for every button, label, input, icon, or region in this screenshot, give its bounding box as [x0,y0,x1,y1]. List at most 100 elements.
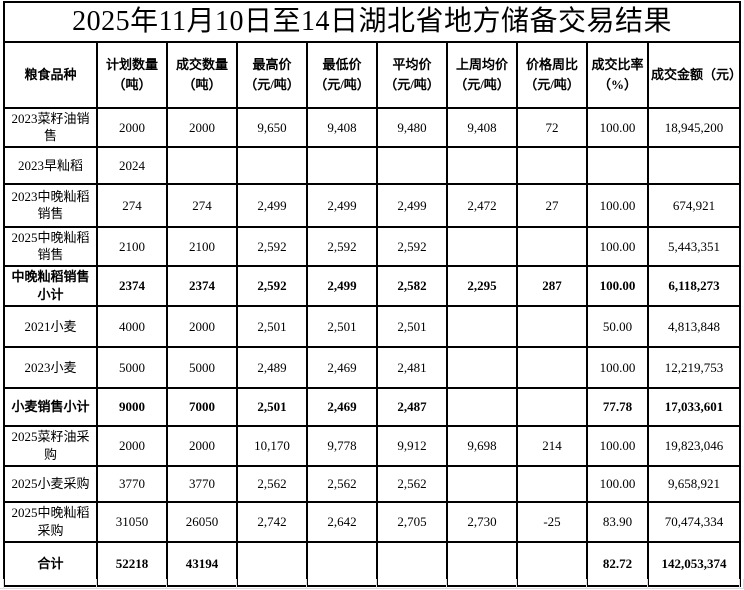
table-cell: 72 [516,106,588,148]
table-cell: 2,592 [236,264,308,307]
column-header: 最高价 （元/吨） [236,40,308,109]
table-cell: 2,501 [236,304,308,348]
table-cell: 82.72 [586,540,649,587]
row-label: 合计 [3,540,98,587]
table-cell: 2,592 [306,225,378,267]
table-cell: 19,823,046 [646,424,742,467]
table-cell: 2,501 [376,304,448,348]
table-cell: 274 [166,182,238,228]
table-cell [236,540,308,587]
table-cell: 2000 [96,106,168,148]
table-cell: 17,033,601 [646,386,742,427]
column-header: 成交金额（元） [646,40,742,109]
table-cell: 274 [96,182,168,228]
table-cell [376,145,448,185]
table-cell: 2,472 [446,182,518,228]
table-cell [516,540,588,587]
gridline-horizontal [0,588,744,589]
table-cell: 10,170 [236,424,308,467]
title-row: 2025年11月10日至14日湖北省地方储备交易结果 [2,1,742,43]
table-cell: 2,469 [306,345,378,389]
table-cell: 2,705 [376,500,448,543]
table-cell: 9,778 [306,424,378,467]
table-row: 2025中晚籼稻销售 2100 2100 2,592 2,592 2,592 100.00 5… [3,225,742,267]
table-cell [516,225,588,267]
table-cell: 214 [516,424,588,467]
table-cell: 26050 [166,500,238,543]
table-cell [516,345,588,389]
table-cell [446,345,518,389]
table-cell: 6,118,273 [646,264,742,307]
table-cell: 70,474,334 [646,500,742,543]
table-row: 小麦销售小计 9000 7000 2,501 2,469 2,487 77.78 17,033… [3,386,742,427]
table-cell [516,386,588,427]
table-cell: 3770 [96,464,168,503]
table-cell [376,540,448,587]
gridline-vertical [3,579,4,588]
table-cell: 100.00 [586,464,649,503]
table-cell: 2,489 [236,345,308,389]
table-cell [446,304,518,348]
column-header: 计划数量 （吨） [96,40,168,109]
table-cell: 2374 [96,264,168,307]
row-label: 2025菜籽油采购 [3,424,98,467]
table-cell: 2,742 [236,500,308,543]
page-title: 2025年11月10日至14日湖北省地方储备交易结果 [2,1,742,43]
table-cell: 9,698 [446,424,518,467]
table-cell: 2024 [96,145,168,185]
row-label: 2023中晚籼稻销售 [3,182,98,228]
table-cell: 2100 [96,225,168,267]
table-cell: 77.78 [586,386,649,427]
table-cell: 287 [516,264,588,307]
table-cell: 2,642 [306,500,378,543]
table-cell: 2,499 [306,182,378,228]
table-cell [516,145,588,185]
table-row: 2025小麦采购 3770 3770 2,562 2,562 2,562 100.00 9,6… [3,464,742,503]
row-label: 2025中晚籼稻销售 [3,225,98,267]
table-cell: 2,730 [446,500,518,543]
gridline-vertical [739,579,740,588]
gridline-vertical [516,579,517,588]
table-cell: 2,501 [236,386,308,427]
table-cell [646,145,742,185]
table-cell: 4,813,848 [646,304,742,348]
table-cell: 9,912 [376,424,448,467]
table-cell: 18,945,200 [646,106,742,148]
table-body: 2023菜籽油销售 2000 2000 9,650 9,408 9,480 9,408 72 1… [3,106,742,587]
table-row: 中晚籼稻销售小计 2374 2374 2,592 2,499 2,582 2,295 287 1… [3,264,742,307]
row-label: 2025小麦采购 [3,464,98,503]
gridline-vertical [96,579,97,588]
table-row: 2025菜籽油采购 2000 2000 10,170 9,778 9,912 9,698 21… [3,424,742,467]
table-cell: 9,658,921 [646,464,742,503]
column-header: 上周均价 （元/吨） [446,40,518,109]
gridline-vertical [166,579,167,588]
column-header: 平均价 （元/吨） [376,40,448,109]
gridline-vertical [306,579,307,588]
table-row: 2023中晚籼稻销售 274 274 2,499 2,499 2,499 2,472 27 10… [3,182,742,228]
gridline-vertical [586,579,587,588]
table-cell [446,386,518,427]
table-cell: 5000 [166,345,238,389]
table-cell: 2100 [166,225,238,267]
table-cell: 2,501 [306,304,378,348]
table-cell: 2374 [166,264,238,307]
table-cell [586,145,649,185]
column-header: 价格周比 （元/吨） [516,40,588,109]
table-cell: 43194 [166,540,238,587]
row-label: 2025中晚籼稻采购 [3,500,98,543]
column-header: 成交比率 （%） [586,40,649,109]
table-row: 2023早籼稻 2024 [3,145,742,185]
table-cell [446,464,518,503]
table-cell: 100.00 [586,424,649,467]
table-cell: 2,481 [376,345,448,389]
table-cell: 5,443,351 [646,225,742,267]
gridline-vertical [236,579,237,588]
table-cell: 9000 [96,386,168,427]
table-cell: 2000 [166,304,238,348]
table-cell: 2,499 [306,264,378,307]
table-cell: 3770 [166,464,238,503]
table-cell [516,464,588,503]
table-cell: 2000 [96,424,168,467]
table-cell: 9,480 [376,106,448,148]
